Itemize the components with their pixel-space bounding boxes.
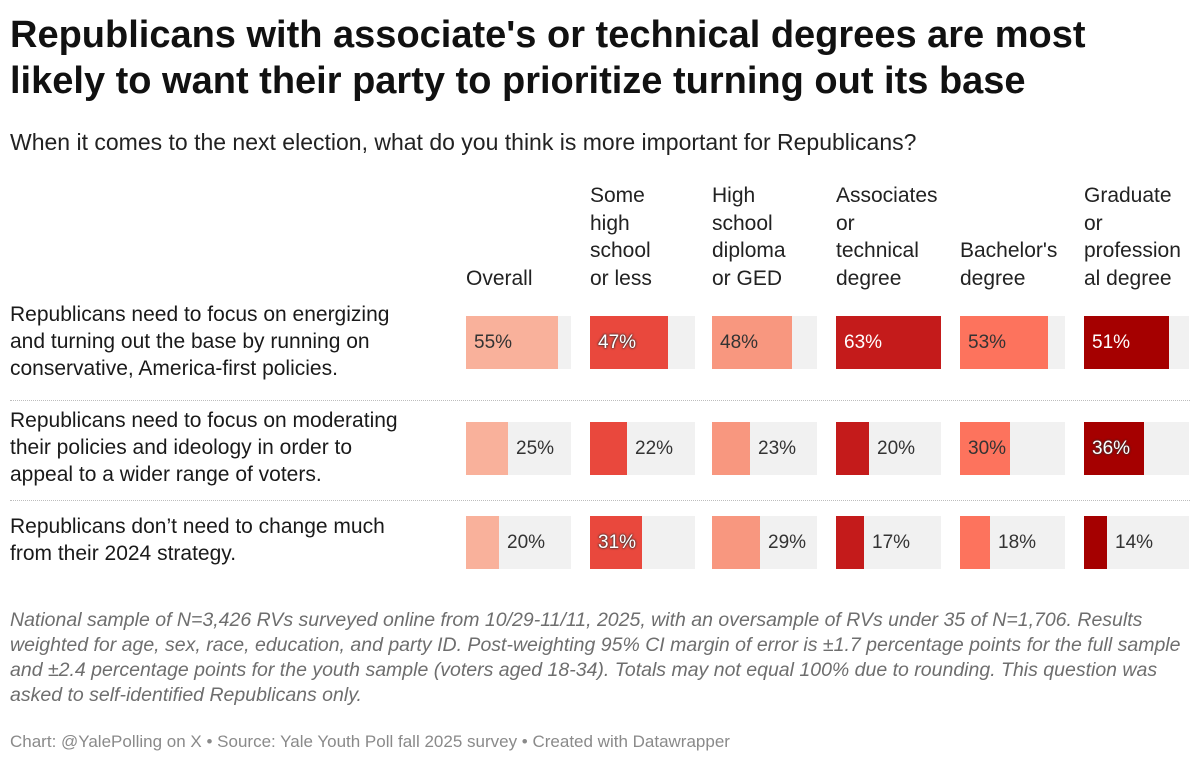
- column-header-line: High: [712, 184, 756, 207]
- bar-value-label: 20%: [507, 532, 546, 553]
- bar: [836, 422, 869, 475]
- column-header-line: or less: [590, 266, 652, 290]
- column-header-line: high: [590, 211, 630, 235]
- bar-track: 23%: [712, 422, 817, 475]
- bar-value-label: 55%: [474, 332, 513, 353]
- column-header-line: Associates: [836, 184, 938, 207]
- bar-track: 31%: [590, 516, 695, 569]
- row-label-line: Republicans need to focus on moderating: [10, 409, 398, 432]
- bar-value-label: 20%: [877, 438, 916, 459]
- bar-track: 14%: [1084, 516, 1189, 569]
- bar: [712, 422, 750, 475]
- bar-track: 29%: [712, 516, 817, 569]
- column-header: High school diploma or GED: [712, 180, 832, 292]
- bar-value-label: 17%: [872, 532, 911, 553]
- chart-title: Republicans with associate's or technica…: [10, 14, 1086, 102]
- bar: [836, 316, 941, 369]
- bar: [712, 516, 760, 569]
- bar-value-label: 23%: [758, 438, 797, 459]
- bar-value-label: 29%: [768, 532, 807, 553]
- bar-track: 47%: [590, 316, 695, 369]
- bar-track: 36%: [1084, 422, 1189, 475]
- chart-subtitle: When it comes to the next election, what…: [10, 129, 917, 155]
- row-label-line: and turning out the base by running on: [10, 330, 370, 353]
- row-label-line: their policies and ideology in order to: [10, 436, 353, 459]
- row-label-line: conservative, America-first policies.: [10, 357, 338, 380]
- bar: [1084, 316, 1169, 369]
- bar-value-label: 63%: [844, 332, 883, 353]
- bar: [836, 516, 864, 569]
- column-header-line: Bachelor's: [960, 239, 1058, 262]
- column-header: Graduate or profession al degree: [1084, 180, 1200, 292]
- bar-value-label: 47%: [598, 332, 637, 353]
- bar-track: 30%: [960, 422, 1065, 475]
- bar: [590, 422, 627, 475]
- row-label: Republicans don’t need to change much fro…: [10, 513, 450, 567]
- chart-credit: Chart: @YalePolling on X • Source: Yale …: [10, 732, 730, 751]
- bar-track: 20%: [836, 422, 941, 475]
- column-header-line: technical: [836, 239, 919, 262]
- bar-value-label: 14%: [1115, 532, 1154, 553]
- bar-value-label: 25%: [516, 438, 555, 459]
- column-header-line: school: [712, 211, 773, 235]
- column-header-line: degree: [960, 266, 1026, 290]
- row-label: Republicans need to focus on energizing a…: [10, 301, 450, 382]
- column-header-line: Some: [590, 184, 645, 207]
- bar-value-label: 48%: [720, 332, 759, 353]
- column-header: Overall: [466, 222, 586, 292]
- bar-track: 63%: [836, 316, 941, 369]
- bar-value-label: 36%: [1092, 438, 1131, 459]
- column-header: Bachelor's degree: [960, 180, 1080, 292]
- bar: [960, 422, 1010, 475]
- column-header: Some high school or less: [590, 180, 710, 292]
- bar-track: 55%: [466, 316, 571, 369]
- bar: [590, 516, 642, 569]
- bar-value-label: 30%: [968, 438, 1007, 459]
- row-label-line: from their 2024 strategy.: [10, 542, 237, 565]
- row-divider: [10, 500, 1190, 501]
- bar-track: 48%: [712, 316, 817, 369]
- column-header-line: or: [836, 211, 855, 235]
- column-header: Associates or technical degree: [836, 180, 956, 292]
- bar: [1084, 422, 1144, 475]
- column-header-line: Graduate: [1084, 184, 1172, 207]
- bar-value-label: 31%: [598, 532, 637, 553]
- bar-track: 20%: [466, 516, 571, 569]
- column-header-line: degree: [836, 266, 902, 290]
- column-header-line: or GED: [712, 266, 783, 290]
- row-label-line: Republicans don’t need to change much: [10, 515, 385, 538]
- row-label-line: Republicans need to focus on energizing: [10, 303, 390, 326]
- bar-track: 51%: [1084, 316, 1189, 369]
- bar: [466, 316, 558, 369]
- row-divider: [10, 400, 1190, 401]
- row-label: Republicans need to focus on moderating t…: [10, 407, 450, 488]
- column-header-line: diploma: [712, 239, 786, 262]
- chart-notes: National sample of N=3,426 RVs surveyed …: [10, 609, 1181, 706]
- bar-value-label: 22%: [635, 438, 674, 459]
- bar: [712, 316, 792, 369]
- bar-value-label: 51%: [1092, 332, 1131, 353]
- bar: [590, 316, 668, 369]
- column-header-line: al degree: [1084, 266, 1172, 290]
- bar: [1084, 516, 1107, 569]
- row-label-line: appeal to a wider range of voters.: [10, 463, 322, 486]
- bar-track: 17%: [836, 516, 941, 569]
- bar: [960, 316, 1048, 369]
- bar-value-label: 18%: [998, 532, 1037, 553]
- column-header-line: school: [590, 239, 651, 262]
- column-header-line: profession: [1084, 239, 1181, 262]
- bar: [466, 516, 499, 569]
- bar: [466, 422, 508, 475]
- bar-track: 22%: [590, 422, 695, 475]
- bar: [960, 516, 990, 569]
- bar-value-label: 53%: [968, 332, 1007, 353]
- bar-track: 18%: [960, 516, 1065, 569]
- bar-track: 25%: [466, 422, 571, 475]
- column-header-line: or: [1084, 211, 1103, 235]
- bar-track: 53%: [960, 316, 1065, 369]
- column-header-line: Overall: [466, 266, 533, 290]
